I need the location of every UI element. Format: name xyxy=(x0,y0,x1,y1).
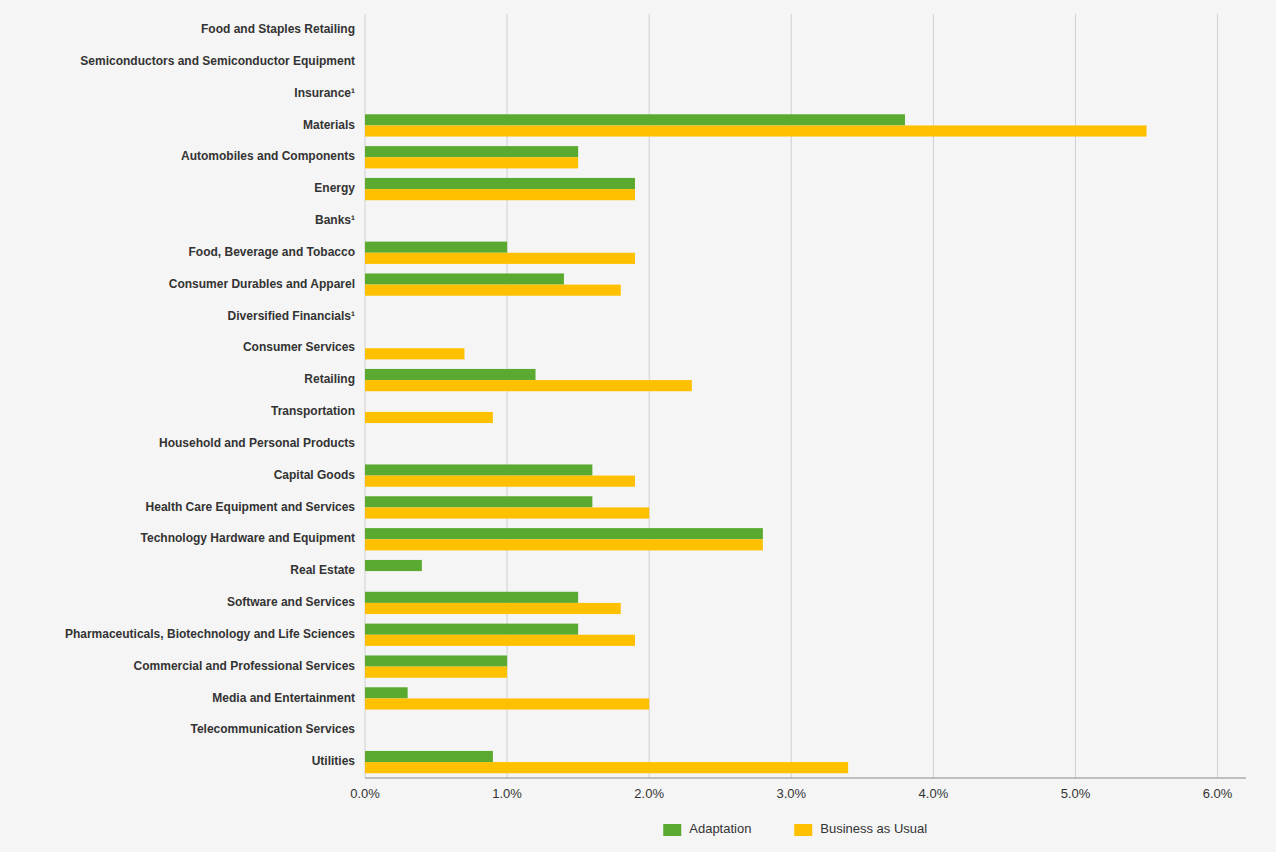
y-tick-label: Utilities xyxy=(312,754,356,768)
y-tick-label: Real Estate xyxy=(290,563,355,577)
bar xyxy=(365,444,366,455)
x-tick-label: 0.0% xyxy=(350,786,380,801)
chart: 0.0% 1.0% 2.0% 3.0% 4.0% 5.0% 6.0% Utilities Tel… xyxy=(0,0,1276,852)
bar xyxy=(365,285,621,296)
bar xyxy=(365,571,366,582)
x-tick-label: 5.0% xyxy=(1061,786,1091,801)
bar xyxy=(365,348,464,359)
x-tick-label: 6.0% xyxy=(1203,786,1233,801)
y-tick-label: Energy xyxy=(314,181,355,195)
bar xyxy=(365,253,635,264)
x-tick-label: 3.0% xyxy=(776,786,806,801)
y-tick-label: Commercial and Professional Services xyxy=(134,659,356,673)
grid xyxy=(365,14,1218,778)
bar xyxy=(365,30,366,41)
bar xyxy=(365,125,1147,136)
y-tick-label: Automobiles and Components xyxy=(181,149,355,163)
bar xyxy=(365,221,366,232)
bar xyxy=(365,528,763,539)
y-tick-label: Food and Staples Retailing xyxy=(201,22,355,36)
y-tick-label: Capital Goods xyxy=(274,468,356,482)
bar xyxy=(365,369,536,380)
legend-swatch xyxy=(663,824,681,836)
x-axis-line xyxy=(365,778,1246,779)
y-tick-label: Software and Services xyxy=(227,595,355,609)
y-tick-label: Diversified Financials¹ xyxy=(228,309,355,323)
y-tick-label: Transportation xyxy=(271,404,355,418)
bar xyxy=(365,19,366,30)
bar xyxy=(365,719,366,730)
y-tick-label: Pharmaceuticals, Biotechnology and Life … xyxy=(65,627,355,641)
bars xyxy=(365,114,1147,773)
bar xyxy=(365,178,635,189)
bar xyxy=(365,496,592,507)
y-tick-label: Consumer Durables and Apparel xyxy=(169,277,355,291)
bar xyxy=(365,603,621,614)
bar xyxy=(365,337,366,348)
y-tick-label: Media and Entertainment xyxy=(212,691,355,705)
x-tick-label: 1.0% xyxy=(492,786,522,801)
bar xyxy=(365,401,366,412)
bar xyxy=(365,464,592,475)
bar xyxy=(365,273,564,284)
bar xyxy=(365,412,493,423)
bar xyxy=(365,146,578,157)
legend: Adaptation Business as Usual xyxy=(663,821,927,836)
legend-swatch xyxy=(794,824,812,836)
x-tick-label: 4.0% xyxy=(919,786,949,801)
legend-label: Business as Usual xyxy=(820,821,927,836)
bar xyxy=(365,655,507,666)
bar xyxy=(365,51,366,62)
bar xyxy=(365,380,692,391)
bar xyxy=(365,592,578,603)
bar xyxy=(365,751,493,762)
y-tick-label: Banks¹ xyxy=(315,213,355,227)
y-tick-label: Telecommunication Services xyxy=(190,722,355,736)
bar xyxy=(365,62,366,73)
legend-label: Adaptation xyxy=(689,821,751,836)
bar xyxy=(365,316,366,327)
bar xyxy=(365,94,366,105)
y-tick-label: Insurance¹ xyxy=(294,86,355,100)
bar xyxy=(365,762,848,773)
y-tick-label: Retailing xyxy=(304,372,355,386)
grid-line xyxy=(1217,14,1218,778)
y-tick-label: Consumer Services xyxy=(243,340,355,354)
bar xyxy=(365,560,422,571)
y-tick-label: Semiconductors and Semiconductor Equipme… xyxy=(80,54,355,68)
bar xyxy=(365,624,578,635)
bar xyxy=(365,210,366,221)
bar xyxy=(365,667,507,678)
y-tick-label: Technology Hardware and Equipment xyxy=(141,531,355,545)
y-tick-label: Household and Personal Products xyxy=(159,436,355,450)
bar xyxy=(365,82,366,93)
bar xyxy=(365,114,905,125)
y-tick-label: Health Care Equipment and Services xyxy=(146,500,356,514)
bar xyxy=(365,476,635,487)
bar xyxy=(365,305,366,316)
bar xyxy=(365,157,578,168)
x-tick-label: 2.0% xyxy=(634,786,664,801)
bar xyxy=(365,698,649,709)
bar xyxy=(365,730,366,741)
bar xyxy=(365,433,366,444)
bar xyxy=(365,687,408,698)
bar xyxy=(365,635,635,646)
bar xyxy=(365,539,763,550)
bar xyxy=(365,242,507,253)
bar xyxy=(365,189,635,200)
y-tick-label: Materials xyxy=(303,118,355,132)
bar xyxy=(365,507,649,518)
y-tick-label: Food, Beverage and Tobacco xyxy=(189,245,355,259)
